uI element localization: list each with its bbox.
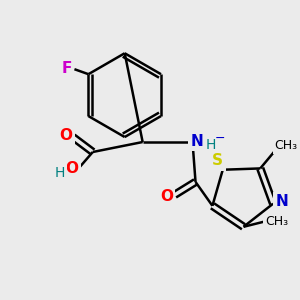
Text: H: H [205,138,216,152]
Text: CH₃: CH₃ [265,215,288,228]
Text: N: N [190,134,203,148]
Text: H: H [55,166,65,180]
Text: O: O [59,128,72,142]
Text: N: N [276,194,289,209]
Text: O: O [160,189,173,204]
Text: O: O [65,161,78,176]
Text: −: − [214,131,225,145]
Text: S: S [212,153,223,168]
Text: F: F [61,61,72,76]
Text: CH₃: CH₃ [274,139,298,152]
